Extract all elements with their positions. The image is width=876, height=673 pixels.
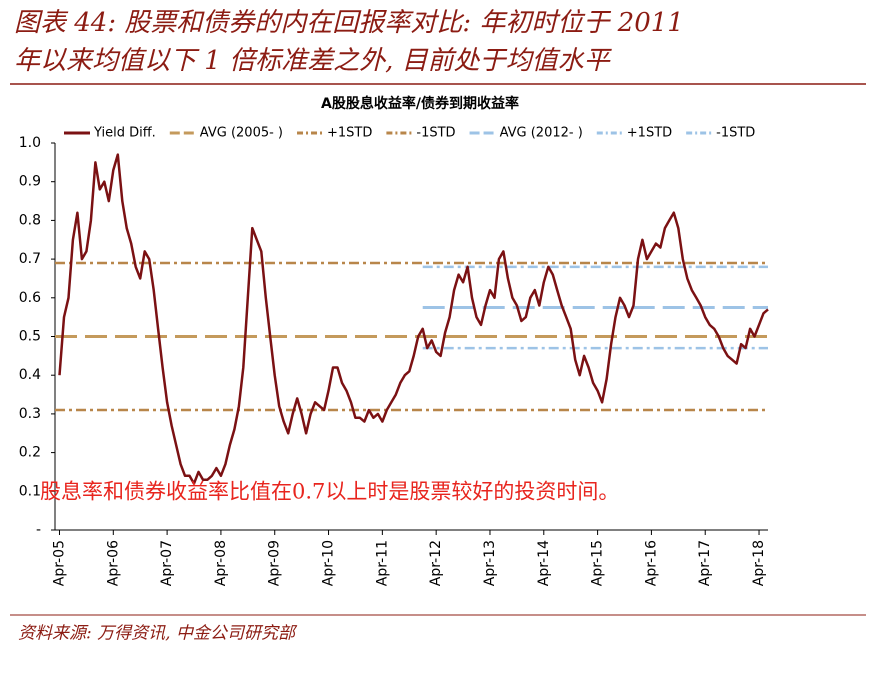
x-tick-label: Apr-14 (536, 540, 552, 586)
legend-label: AVG (2005- ) (200, 126, 283, 141)
legend-label: -1STD (416, 126, 455, 141)
y-tick-label: - (36, 522, 41, 538)
y-tick-label: 1.0 (19, 135, 41, 151)
chart-title: A股股息收益率/债券到期收益率 (321, 95, 519, 112)
figure-title: 图表 44: 股票和债券的内在回报率对比: 年初时位于 2011 (14, 8, 684, 38)
y-tick-label: 0.2 (19, 445, 41, 461)
legend-label: +1STD (327, 126, 372, 141)
x-tick-label: Apr-05 (51, 540, 67, 586)
y-tick-label: 0.5 (19, 329, 41, 345)
legend-label: +1STD (627, 126, 672, 141)
annotation: 股息率和债券收益率比值在0.7以上时是股票较好的投资时间。 (40, 480, 619, 504)
y-tick-label: 0.4 (19, 367, 41, 383)
source: 资料来源: 万得资讯, 中金公司研究部 (18, 624, 298, 644)
x-tick-label: Apr-10 (321, 540, 337, 586)
x-tick-label: Apr-13 (482, 540, 498, 586)
y-tick-label: 0.8 (19, 212, 41, 228)
x-tick-label: Apr-08 (213, 540, 229, 586)
x-tick-label: Apr-17 (697, 540, 713, 586)
legend-label: Yield Diff. (93, 126, 156, 141)
y-tick-label: 0.1 (19, 483, 41, 499)
x-tick-label: Apr-18 (751, 540, 767, 586)
x-tick-label: Apr-07 (159, 540, 175, 586)
y-tick-label: 0.7 (19, 251, 41, 267)
legend-label: -1STD (716, 126, 755, 141)
x-tick-label: Apr-15 (590, 540, 606, 586)
y-tick-label: 0.9 (19, 174, 41, 190)
figure-title: 年以来均值以下 1 倍标准差之外, 目前处于均值水平 (14, 46, 613, 76)
x-tick-label: Apr-09 (267, 540, 283, 586)
y-tick-label: 0.6 (19, 290, 41, 306)
legend-label: AVG (2012- ) (500, 126, 583, 141)
x-tick-label: Apr-06 (105, 540, 121, 586)
x-tick-label: Apr-11 (374, 540, 390, 586)
x-tick-label: Apr-12 (428, 540, 444, 586)
x-tick-label: Apr-16 (643, 540, 659, 586)
y-tick-label: 0.3 (19, 406, 41, 422)
data-line (58, 153, 769, 485)
